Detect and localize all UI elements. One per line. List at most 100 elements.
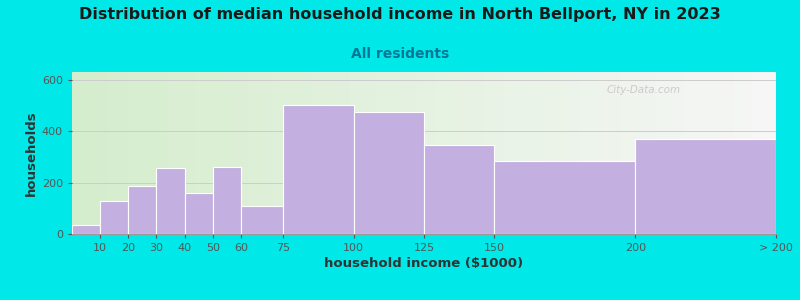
Bar — [579, 72, 582, 234]
Bar — [276, 72, 280, 234]
Bar — [326, 72, 329, 234]
Bar — [519, 72, 522, 234]
Bar — [734, 72, 738, 234]
Bar — [474, 72, 477, 234]
Bar — [311, 72, 315, 234]
Bar — [635, 139, 776, 234]
Bar — [368, 72, 371, 234]
Bar — [238, 72, 241, 234]
Bar — [621, 72, 625, 234]
Bar — [695, 72, 698, 234]
Bar — [135, 72, 139, 234]
Bar — [713, 72, 716, 234]
Bar — [681, 72, 685, 234]
Bar — [702, 72, 706, 234]
Bar — [339, 72, 343, 234]
Bar — [427, 72, 431, 234]
Bar — [97, 72, 100, 234]
Bar — [304, 72, 308, 234]
Bar — [502, 72, 505, 234]
Bar — [582, 72, 586, 234]
Bar — [192, 72, 195, 234]
Bar — [90, 72, 93, 234]
Bar — [530, 72, 533, 234]
Bar — [75, 72, 79, 234]
Bar — [399, 72, 403, 234]
Bar — [572, 72, 575, 234]
Bar — [726, 72, 730, 234]
Bar — [86, 72, 90, 234]
Bar — [290, 72, 294, 234]
Bar — [410, 72, 414, 234]
Bar — [748, 72, 751, 234]
Bar — [526, 72, 530, 234]
Bar — [386, 72, 389, 234]
Bar — [100, 201, 128, 234]
Bar — [273, 72, 276, 234]
Bar — [163, 72, 167, 234]
Bar — [484, 72, 487, 234]
Bar — [554, 72, 558, 234]
Bar — [403, 72, 406, 234]
Bar — [498, 72, 502, 234]
Bar — [258, 72, 262, 234]
Bar — [691, 72, 695, 234]
Bar — [213, 167, 241, 234]
Bar — [167, 72, 170, 234]
Bar — [505, 72, 509, 234]
Bar — [533, 72, 537, 234]
Bar — [618, 72, 621, 234]
Bar — [607, 72, 610, 234]
Bar — [378, 72, 382, 234]
Bar — [195, 72, 198, 234]
Text: All residents: All residents — [351, 46, 449, 61]
Bar — [558, 72, 562, 234]
Bar — [424, 145, 494, 234]
Bar — [663, 72, 667, 234]
Bar — [456, 72, 459, 234]
Bar — [685, 72, 688, 234]
Bar — [597, 72, 600, 234]
Bar — [107, 72, 110, 234]
Bar — [678, 72, 681, 234]
Bar — [449, 72, 452, 234]
Bar — [434, 72, 438, 234]
Text: City-Data.com: City-Data.com — [607, 85, 681, 95]
Bar — [269, 72, 273, 234]
Bar — [610, 72, 614, 234]
Bar — [241, 72, 245, 234]
Bar — [255, 72, 258, 234]
Bar — [280, 72, 283, 234]
Bar — [178, 72, 181, 234]
Bar — [586, 72, 590, 234]
Bar — [202, 72, 206, 234]
Bar — [512, 72, 515, 234]
Bar — [82, 72, 86, 234]
Bar — [93, 72, 97, 234]
Bar — [730, 72, 734, 234]
Bar — [210, 72, 213, 234]
Bar — [491, 72, 494, 234]
Bar — [114, 72, 118, 234]
Bar — [157, 168, 185, 234]
Bar — [248, 72, 251, 234]
Bar — [670, 72, 674, 234]
Bar — [206, 72, 210, 234]
Bar — [625, 72, 628, 234]
Bar — [716, 72, 720, 234]
Bar — [364, 72, 368, 234]
Bar — [575, 72, 579, 234]
Bar — [322, 72, 326, 234]
Bar — [146, 72, 150, 234]
Bar — [110, 72, 114, 234]
Bar — [540, 72, 544, 234]
Bar — [568, 72, 572, 234]
Bar — [635, 72, 638, 234]
Bar — [125, 72, 128, 234]
Bar — [769, 72, 773, 234]
Bar — [392, 72, 396, 234]
Bar — [466, 72, 470, 234]
Bar — [382, 72, 386, 234]
Bar — [603, 72, 607, 234]
Bar — [170, 72, 174, 234]
